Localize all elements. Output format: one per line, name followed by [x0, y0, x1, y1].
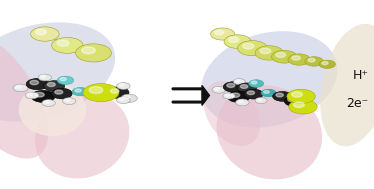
Circle shape [260, 48, 271, 54]
Circle shape [308, 58, 315, 62]
Circle shape [231, 93, 240, 97]
Circle shape [276, 93, 283, 97]
Ellipse shape [0, 30, 49, 159]
Circle shape [52, 37, 83, 53]
Ellipse shape [204, 81, 260, 146]
Ellipse shape [0, 22, 115, 121]
Circle shape [30, 80, 39, 85]
Circle shape [255, 46, 283, 60]
Circle shape [255, 98, 267, 104]
Circle shape [224, 35, 251, 48]
Circle shape [237, 83, 257, 93]
Circle shape [236, 99, 249, 106]
Circle shape [233, 79, 245, 85]
Circle shape [72, 88, 89, 96]
Circle shape [272, 50, 297, 63]
Circle shape [117, 83, 130, 89]
Circle shape [107, 87, 129, 98]
Circle shape [119, 98, 124, 101]
Text: 2e⁻: 2e⁻ [346, 98, 368, 110]
Circle shape [215, 30, 224, 35]
Circle shape [62, 98, 76, 105]
Circle shape [249, 80, 264, 87]
Circle shape [83, 84, 119, 102]
Circle shape [247, 91, 255, 95]
Circle shape [288, 98, 296, 102]
Circle shape [57, 40, 69, 46]
Circle shape [75, 89, 81, 92]
Circle shape [251, 81, 257, 84]
Circle shape [212, 86, 226, 93]
Circle shape [294, 102, 304, 108]
Circle shape [26, 78, 49, 90]
Circle shape [60, 77, 66, 81]
Circle shape [223, 93, 235, 99]
Ellipse shape [35, 94, 129, 178]
Circle shape [257, 98, 262, 101]
Circle shape [44, 81, 65, 91]
Circle shape [305, 57, 324, 66]
Circle shape [117, 97, 130, 104]
Text: H⁺: H⁺ [352, 69, 368, 82]
Circle shape [235, 80, 240, 82]
Circle shape [31, 90, 55, 102]
Circle shape [319, 60, 335, 68]
Circle shape [227, 91, 250, 102]
Ellipse shape [19, 83, 86, 136]
Circle shape [42, 100, 55, 106]
Ellipse shape [320, 24, 374, 146]
Circle shape [227, 84, 235, 88]
Circle shape [121, 94, 137, 102]
Circle shape [264, 91, 269, 93]
Circle shape [273, 91, 292, 101]
Circle shape [288, 54, 310, 65]
Circle shape [322, 61, 328, 65]
Circle shape [57, 76, 74, 84]
Circle shape [25, 92, 39, 99]
Circle shape [214, 88, 220, 90]
Circle shape [211, 28, 234, 40]
Circle shape [38, 74, 52, 81]
Circle shape [223, 82, 244, 92]
Circle shape [65, 99, 70, 101]
Circle shape [27, 93, 33, 96]
Ellipse shape [201, 31, 337, 128]
Circle shape [229, 37, 239, 42]
Circle shape [225, 94, 230, 96]
Circle shape [82, 47, 95, 54]
Circle shape [292, 92, 303, 97]
Circle shape [292, 56, 300, 60]
Circle shape [35, 92, 44, 97]
Circle shape [40, 75, 46, 78]
Circle shape [240, 85, 248, 88]
Circle shape [55, 90, 63, 94]
FancyArrow shape [202, 86, 209, 105]
Circle shape [13, 84, 28, 92]
Circle shape [261, 89, 276, 97]
Circle shape [47, 83, 55, 87]
Circle shape [284, 96, 305, 106]
Circle shape [237, 41, 267, 56]
Circle shape [76, 44, 111, 62]
Circle shape [119, 84, 124, 86]
Circle shape [238, 100, 243, 103]
Circle shape [276, 53, 285, 57]
Circle shape [123, 95, 130, 99]
Circle shape [31, 27, 59, 41]
Circle shape [89, 87, 103, 94]
Circle shape [16, 85, 21, 88]
Circle shape [44, 101, 49, 103]
Circle shape [289, 100, 317, 114]
Circle shape [287, 89, 315, 104]
Circle shape [36, 29, 46, 35]
Circle shape [110, 89, 119, 93]
Circle shape [244, 89, 263, 99]
Circle shape [243, 43, 254, 49]
Circle shape [51, 88, 72, 99]
Ellipse shape [217, 85, 322, 179]
